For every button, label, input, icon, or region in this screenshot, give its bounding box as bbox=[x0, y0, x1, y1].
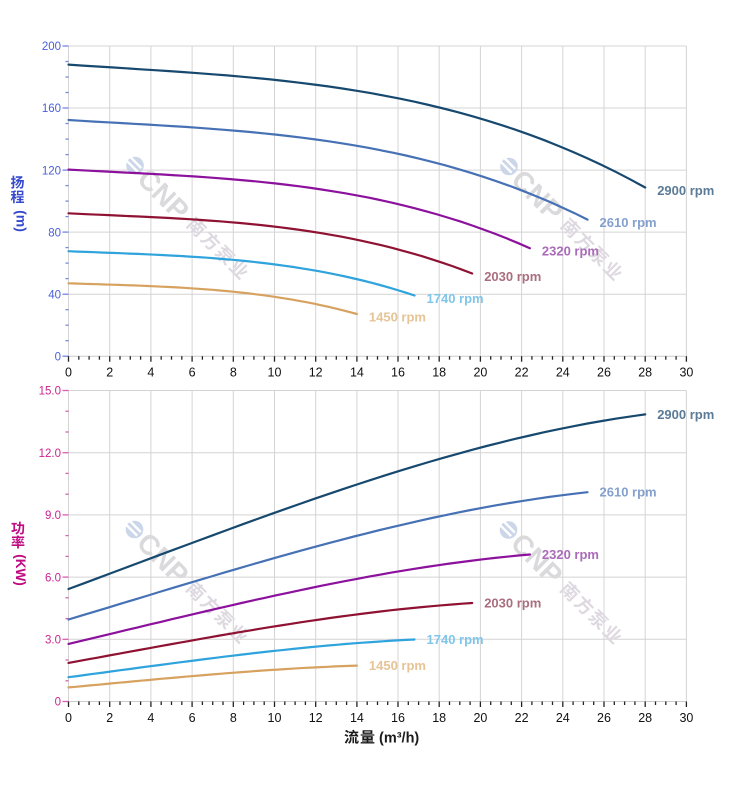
svg-text:(KW): (KW) bbox=[13, 554, 28, 585]
svg-text:6: 6 bbox=[189, 366, 196, 380]
svg-text:200: 200 bbox=[42, 41, 61, 53]
svg-text:8: 8 bbox=[230, 711, 237, 725]
svg-text:12.0: 12.0 bbox=[39, 448, 61, 460]
svg-text:2610 rpm: 2610 rpm bbox=[600, 485, 657, 500]
svg-text:0: 0 bbox=[55, 351, 61, 363]
svg-text:28: 28 bbox=[638, 366, 652, 380]
svg-text:16: 16 bbox=[391, 711, 405, 725]
svg-text:9.0: 9.0 bbox=[45, 510, 61, 522]
svg-text:20: 20 bbox=[473, 366, 487, 380]
svg-text:160: 160 bbox=[42, 103, 61, 115]
svg-text:80: 80 bbox=[48, 227, 61, 239]
svg-text:26: 26 bbox=[597, 711, 611, 725]
svg-text:2320 rpm: 2320 rpm bbox=[542, 547, 599, 562]
svg-text:0: 0 bbox=[65, 711, 72, 725]
svg-text:1740 rpm: 1740 rpm bbox=[427, 632, 484, 647]
svg-text:26: 26 bbox=[597, 366, 611, 380]
svg-text:22: 22 bbox=[515, 711, 529, 725]
svg-text:0: 0 bbox=[65, 366, 72, 380]
svg-text:120: 120 bbox=[42, 165, 61, 177]
svg-text:8: 8 bbox=[230, 366, 237, 380]
svg-text:30: 30 bbox=[679, 366, 693, 380]
svg-text:(m³/h): (m³/h) bbox=[379, 731, 419, 747]
svg-text:4: 4 bbox=[147, 711, 154, 725]
svg-text:24: 24 bbox=[556, 366, 570, 380]
svg-text:3.0: 3.0 bbox=[45, 635, 61, 647]
svg-text:1450 rpm: 1450 rpm bbox=[369, 310, 426, 325]
svg-text:12: 12 bbox=[309, 711, 323, 725]
svg-text:0: 0 bbox=[55, 697, 61, 709]
svg-text:14: 14 bbox=[350, 366, 364, 380]
svg-text:22: 22 bbox=[515, 366, 529, 380]
svg-text:18: 18 bbox=[432, 366, 446, 380]
svg-text:14: 14 bbox=[350, 711, 364, 725]
svg-text:2320 rpm: 2320 rpm bbox=[542, 244, 599, 259]
svg-text:1450 rpm: 1450 rpm bbox=[369, 658, 426, 673]
svg-text:18: 18 bbox=[432, 711, 446, 725]
svg-text:28: 28 bbox=[638, 711, 652, 725]
svg-text:30: 30 bbox=[679, 711, 693, 725]
svg-text:2: 2 bbox=[106, 711, 113, 725]
svg-text:2900 rpm: 2900 rpm bbox=[657, 407, 714, 422]
svg-text:(m): (m) bbox=[14, 210, 30, 232]
svg-text:1740 rpm: 1740 rpm bbox=[427, 291, 484, 306]
svg-text:2610 rpm: 2610 rpm bbox=[600, 215, 657, 230]
svg-text:2900 rpm: 2900 rpm bbox=[657, 183, 714, 198]
svg-text:40: 40 bbox=[48, 289, 61, 301]
svg-text:2030 rpm: 2030 rpm bbox=[484, 269, 541, 284]
svg-text:2030 rpm: 2030 rpm bbox=[484, 596, 541, 611]
svg-text:16: 16 bbox=[391, 366, 405, 380]
svg-text:10: 10 bbox=[268, 366, 282, 380]
svg-text:6: 6 bbox=[189, 711, 196, 725]
svg-text:20: 20 bbox=[473, 711, 487, 725]
svg-text:15.0: 15.0 bbox=[39, 386, 61, 398]
svg-text:6.0: 6.0 bbox=[45, 572, 61, 584]
svg-text:4: 4 bbox=[147, 366, 154, 380]
svg-text:12: 12 bbox=[309, 366, 323, 380]
svg-text:2: 2 bbox=[106, 366, 113, 380]
svg-text:10: 10 bbox=[268, 711, 282, 725]
svg-text:24: 24 bbox=[556, 711, 570, 725]
